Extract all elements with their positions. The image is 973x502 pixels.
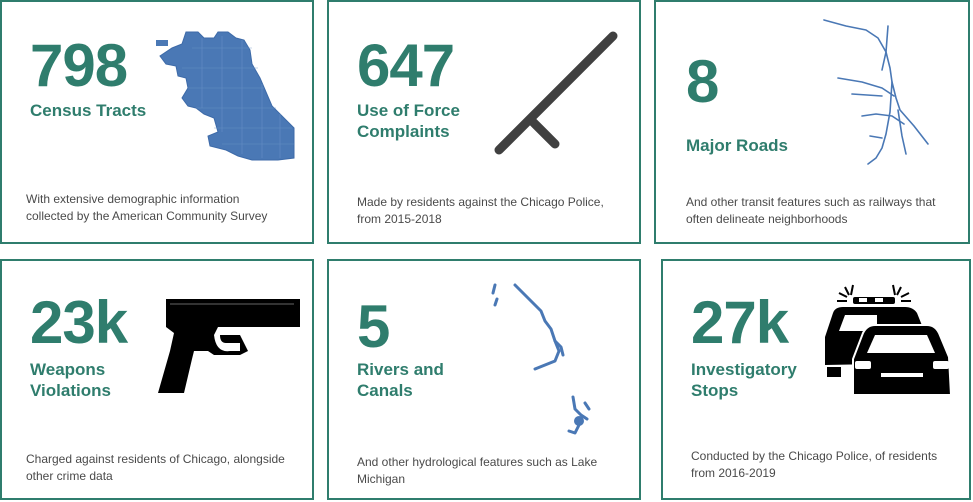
stat-description: Made by residents against the Chicago Po… (357, 195, 604, 226)
chicago-map-icon (156, 31, 295, 161)
roads-map-icon (823, 19, 929, 165)
stat-label: Census Tracts (30, 101, 147, 120)
stat-label: Investigatory Stops (691, 360, 797, 400)
stat-number: 8 (686, 48, 719, 115)
stat-card-rivers-canals: 5 Rivers and Canals And other hydrologic… (327, 259, 641, 500)
stat-description: And other transit features such as railw… (686, 195, 936, 226)
stat-description: Conducted by the Chicago Police, of resi… (691, 449, 938, 480)
stat-card-use-of-force: 647 Use of Force Complaints Made by resi… (327, 0, 641, 244)
stat-card-census-tracts: 798 Census Tracts With extensive demogra… (0, 0, 314, 244)
police-cars-icon (825, 284, 953, 395)
stat-label: Major Roads (686, 136, 789, 155)
stat-label: Use of Force Complaints (357, 101, 460, 141)
stat-description: Charged against residents of Chicago, al… (26, 452, 285, 483)
stat-label: Rivers and Canals (357, 360, 444, 400)
stat-card-investigatory-stops: 27k Investigatory Stops Conducted by the… (661, 259, 971, 500)
baton-icon (494, 31, 618, 155)
stat-description: And other hydrological features such as … (357, 455, 598, 486)
stat-number: 27k (691, 289, 789, 356)
handgun-icon (158, 299, 300, 393)
stat-number: 23k (30, 289, 128, 356)
rivers-map-icon (491, 283, 591, 435)
stat-label: Weapons Violations (30, 360, 111, 400)
stat-description: With extensive demographic information c… (26, 192, 268, 223)
stat-card-weapons-violations: 23k Weapons Violations Charged against r… (0, 259, 314, 500)
stat-number: 647 (357, 32, 455, 99)
stat-number: 5 (357, 293, 390, 360)
stat-number: 798 (30, 32, 128, 99)
stat-card-major-roads: 8 Major Roads And other transit features… (654, 0, 970, 244)
